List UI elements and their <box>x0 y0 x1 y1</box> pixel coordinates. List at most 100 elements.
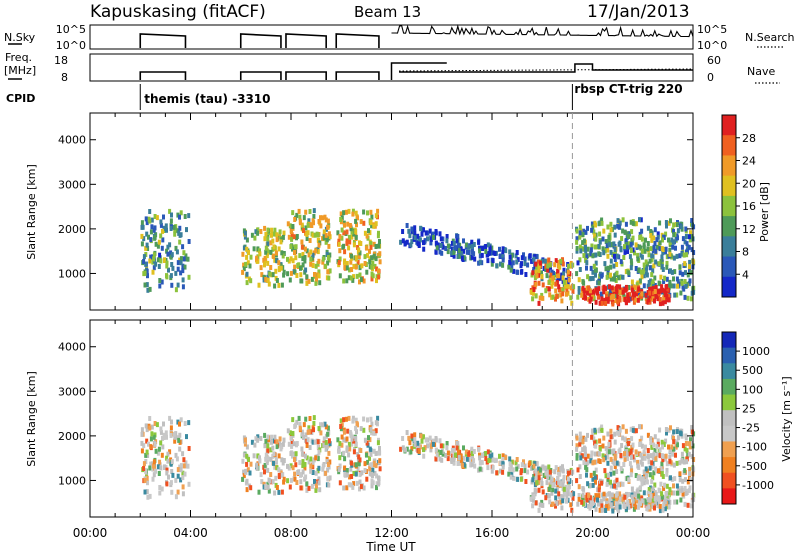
velocity-range-cell <box>326 431 330 437</box>
velocity-range-cell <box>669 490 673 496</box>
power-range-cell <box>614 298 618 303</box>
power-range-cell <box>263 236 267 242</box>
power-range-cell <box>664 231 668 237</box>
power-range-cell <box>679 290 683 296</box>
velocity-range-cell <box>669 475 672 481</box>
power-range-cell <box>342 278 346 284</box>
power-range-cell <box>149 237 153 243</box>
power-range-cell <box>264 249 268 255</box>
velocity-range-cell <box>241 458 245 464</box>
power-range-cell <box>299 272 303 278</box>
power-range-cell <box>460 255 464 261</box>
power-range-cell <box>619 259 623 265</box>
colorbar-tick-label: 12 <box>742 223 756 236</box>
power-range-cell <box>667 237 670 243</box>
noise-search-label: N.Search <box>745 31 795 44</box>
power-range-cell <box>540 273 544 279</box>
velocity-range-cell <box>675 483 679 489</box>
power-range-cell <box>593 244 597 250</box>
power-range-cell <box>509 267 513 273</box>
velocity-range-cell <box>627 477 631 483</box>
power-range-cell <box>438 231 442 237</box>
power-range-cell <box>547 286 551 292</box>
velocity-range-cell <box>321 463 325 469</box>
velocity-range-cell <box>339 424 343 429</box>
power-range-cell <box>298 214 302 220</box>
velocity-range-cell <box>495 470 499 476</box>
power-range-cell <box>596 290 599 296</box>
noise-sky-trace <box>139 24 694 48</box>
velocity-range-cell <box>686 502 690 508</box>
power-range-cell <box>441 236 445 242</box>
power-range-cell <box>564 284 567 290</box>
velocity-range-cell <box>181 475 185 481</box>
velocity-range-cell <box>589 458 593 464</box>
velocity-range-cell <box>668 447 672 453</box>
power-range-cell <box>627 241 631 247</box>
power-range-cell <box>377 243 381 249</box>
velocity-range-cell <box>556 483 560 489</box>
power-range-cell <box>140 224 144 230</box>
velocity-range-cell <box>627 492 631 497</box>
power-range-cell <box>672 255 676 261</box>
velocity-range-cell <box>533 461 537 467</box>
power-range-cell <box>350 229 354 235</box>
velocity-range-cell <box>254 436 258 442</box>
velocity-range-cell <box>649 453 653 459</box>
velocity-range-cell <box>439 450 443 455</box>
velocity-range-cell <box>164 430 168 436</box>
velocity-range-cell <box>609 483 613 489</box>
velocity-range-cell <box>596 497 599 503</box>
power-range-cell <box>639 269 643 275</box>
power-range-cell <box>613 276 617 282</box>
power-range-cell <box>470 244 474 249</box>
colorbar-swatch <box>722 425 736 442</box>
power-range-cell <box>165 260 169 266</box>
power-range-cell <box>603 261 607 267</box>
power-range-cell <box>434 249 438 255</box>
power-range-cell <box>358 272 362 278</box>
power-range-cell <box>277 265 281 271</box>
power-range-cell <box>254 229 258 235</box>
power-range-cell <box>157 239 161 245</box>
velocity-range-cell <box>566 476 570 482</box>
colorbar-tick-label: -25 <box>742 422 760 435</box>
power-range-cell <box>582 253 586 259</box>
velocity-range-cell <box>673 499 677 505</box>
power-range-cell <box>328 268 332 274</box>
velocity-range-cell <box>171 472 175 478</box>
power-range-cell <box>648 290 652 296</box>
velocity-range-cell <box>293 476 297 482</box>
velocity-range-cell <box>621 496 625 502</box>
velocity-range-cell <box>592 470 596 476</box>
velocity-range-cell <box>592 503 596 509</box>
velocity-range-cell <box>591 476 595 482</box>
velocity-range-cell <box>260 479 264 485</box>
power-range-cell <box>257 282 261 288</box>
velocity-range-cell <box>462 462 466 468</box>
velocity-range-cell <box>607 449 611 455</box>
velocity-range-cell <box>531 503 535 509</box>
velocity-range-cell <box>297 469 301 475</box>
power-range-cell <box>498 246 501 252</box>
velocity-range-cell <box>347 452 351 458</box>
velocity-range-cell <box>166 458 170 464</box>
velocity-range-cell <box>245 453 249 459</box>
power-range-cell <box>181 244 185 250</box>
velocity-range-cell <box>540 465 544 471</box>
velocity-range-cell <box>435 452 439 458</box>
power-range-cell <box>452 253 456 259</box>
power-range-cell <box>152 265 156 271</box>
velocity-range-cell <box>501 469 505 475</box>
velocity-range-cell <box>409 449 413 455</box>
power-range-cell <box>581 279 585 285</box>
power-range-cell <box>672 276 675 282</box>
power-range-cell <box>312 220 315 226</box>
power-range-cell <box>592 263 596 269</box>
velocity-range-cell <box>255 465 259 471</box>
power-range-cell <box>446 243 450 249</box>
power-range-cell <box>295 273 299 278</box>
velocity-range-cell <box>618 427 622 433</box>
power-range-cell <box>672 232 676 238</box>
